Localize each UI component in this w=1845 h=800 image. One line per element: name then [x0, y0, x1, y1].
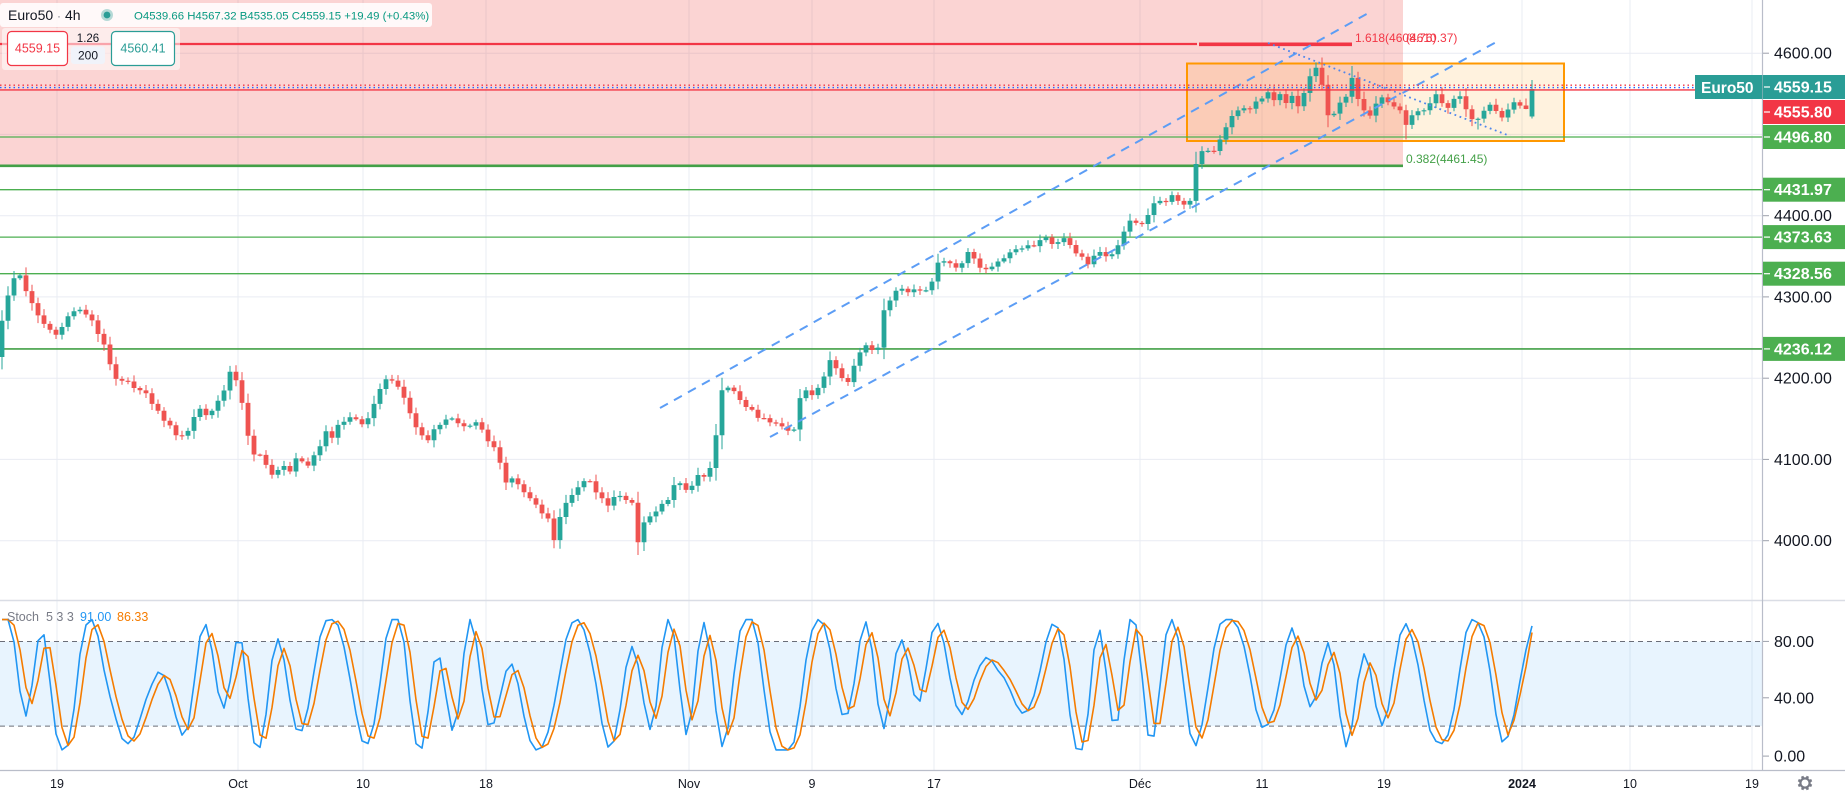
svg-text:O4539.66 H4567.32 B4535.05: O4539.66 H4567.32 B4535.05 C4559.15 +19.…: [134, 11, 429, 23]
svg-text:91.00: 91.00: [80, 610, 111, 624]
svg-text:86.33: 86.33: [117, 610, 148, 624]
svg-text:19: 19: [1377, 777, 1391, 791]
svg-text:0.00: 0.00: [1774, 749, 1805, 766]
svg-text:19: 19: [1745, 777, 1759, 791]
svg-text:80.00: 80.00: [1774, 634, 1814, 651]
svg-text:1.26: 1.26: [77, 33, 99, 45]
svg-text:4555.80: 4555.80: [1774, 105, 1832, 122]
svg-text:Stoch: Stoch: [7, 610, 39, 624]
svg-text:40.00: 40.00: [1774, 690, 1814, 707]
svg-text:19: 19: [50, 777, 64, 791]
svg-text:4h: 4h: [65, 7, 81, 23]
svg-text:4559.15: 4559.15: [15, 42, 60, 56]
svg-text:4300.00: 4300.00: [1774, 289, 1832, 306]
svg-text:4559.15: 4559.15: [1774, 80, 1832, 97]
svg-text:Oct: Oct: [228, 777, 248, 791]
svg-text:4400.00: 4400.00: [1774, 208, 1832, 225]
svg-text:4373.63: 4373.63: [1774, 230, 1832, 247]
svg-text:18: 18: [479, 777, 493, 791]
svg-text:4236.12: 4236.12: [1774, 341, 1832, 358]
svg-text:4000.00: 4000.00: [1774, 533, 1832, 550]
svg-text:(4610.37): (4610.37): [1406, 31, 1457, 45]
svg-text:17: 17: [927, 777, 941, 791]
svg-text:4600.00: 4600.00: [1774, 46, 1832, 63]
svg-text:4431.97: 4431.97: [1774, 182, 1832, 199]
svg-text:0.382(4461.45): 0.382(4461.45): [1406, 152, 1487, 166]
svg-text:Euro50: Euro50: [1701, 80, 1754, 97]
svg-text:4496.80: 4496.80: [1774, 130, 1832, 147]
svg-text:4100.00: 4100.00: [1774, 452, 1832, 469]
svg-text:10: 10: [356, 777, 370, 791]
svg-text:Euro50: Euro50: [8, 7, 53, 23]
svg-text:2024: 2024: [1508, 777, 1536, 791]
svg-text:10: 10: [1623, 777, 1637, 791]
svg-text:5 3 3: 5 3 3: [46, 610, 74, 624]
svg-text:4328.56: 4328.56: [1774, 266, 1832, 283]
svg-text:·: ·: [57, 9, 61, 23]
svg-text:11: 11: [1256, 777, 1269, 791]
svg-text:1.618(4608.76): 1.618(4608.76): [1355, 31, 1436, 45]
svg-text:9: 9: [809, 777, 816, 791]
svg-text:4200.00: 4200.00: [1774, 371, 1832, 388]
svg-text:Nov: Nov: [678, 777, 701, 791]
svg-text:200: 200: [78, 49, 98, 63]
svg-text:4560.41: 4560.41: [120, 42, 165, 56]
svg-text:Déc: Déc: [1129, 777, 1151, 791]
